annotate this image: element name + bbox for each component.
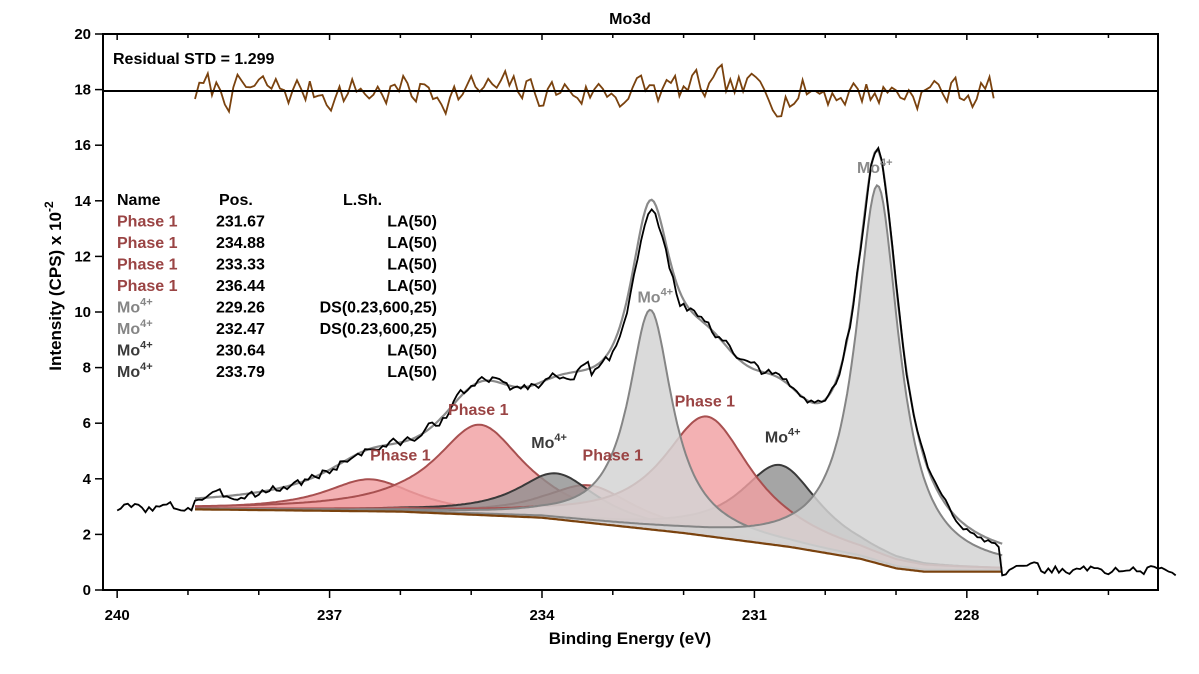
y-tick-label-12: 12: [74, 248, 91, 265]
legend-pos-5: 232.47: [216, 321, 265, 338]
legend-lsh-0: LA(50): [387, 214, 437, 231]
peak-annotation-1: Phase 1: [448, 402, 509, 419]
y-tick-label-20: 20: [74, 26, 91, 43]
legend-name-2: Phase 1: [117, 257, 178, 274]
component-fill-5: [195, 309, 1003, 572]
legend-name-6: Mo4+: [117, 340, 153, 360]
y-tick-label-10: 10: [74, 304, 91, 321]
legend-pos-2: 233.33: [216, 257, 265, 274]
legend-header-2: L.Sh.: [343, 192, 382, 209]
legend-lsh-6: LA(50): [387, 343, 437, 360]
legend-name-4: Mo4+: [117, 297, 153, 317]
legend-pos-7: 233.79: [216, 364, 265, 381]
legend-name-1: Phase 1: [117, 235, 178, 252]
legend-name-7: Mo4+: [117, 361, 153, 381]
legend-lsh-5: DS(0.23,600,25): [320, 321, 437, 338]
legend-lsh-4: DS(0.23,600,25): [320, 300, 437, 317]
x-axis-title: Binding Energy (eV): [549, 629, 711, 648]
y-tick-label-6: 6: [83, 415, 91, 432]
peak-annotation-5: Mo4+: [765, 427, 801, 447]
x-tick-label-234: 234: [529, 607, 555, 624]
y-tick-label-8: 8: [83, 360, 91, 377]
y-axis-title-main: Intensity (CPS) x 10: [46, 212, 65, 371]
legend-header-1: Pos.: [219, 192, 253, 209]
legend-name-5: Mo4+: [117, 318, 153, 338]
peak-annotation-7: Mo4+: [857, 157, 893, 177]
peak-annotation-3: Phase 1: [675, 394, 736, 411]
y-tick-label-16: 16: [74, 137, 91, 154]
legend-pos-6: 230.64: [216, 343, 265, 360]
component-fill-1: [195, 424, 1003, 572]
peak-annotation-0: Phase 1: [370, 448, 431, 465]
legend-lsh-7: LA(50): [387, 364, 437, 381]
background-line: [195, 508, 1003, 573]
x-tick-label-237: 237: [317, 607, 342, 624]
legend-pos-3: 236.44: [216, 278, 265, 295]
legend-name-0: Phase 1: [117, 214, 178, 231]
x-tick-label-228: 228: [954, 607, 979, 624]
peak-annotation-4: Mo4+: [531, 432, 567, 452]
residual-label: Residual STD = 1.299: [113, 51, 275, 68]
raw-spectrum-line: [116, 145, 1177, 577]
peak-annotation-6: Mo4+: [637, 286, 673, 306]
y-tick-label-0: 0: [83, 582, 91, 599]
y-tick-label-2: 2: [83, 526, 91, 543]
legend-lsh-2: LA(50): [387, 257, 437, 274]
peak-annotation-2: Phase 1: [583, 448, 644, 465]
legend-lsh-3: LA(50): [387, 278, 437, 295]
legend-pos-4: 229.26: [216, 300, 265, 317]
residual-line: [194, 63, 995, 118]
legend-name-3: Phase 1: [117, 278, 178, 295]
x-tick-label-240: 240: [105, 607, 130, 624]
x-tick-label-231: 231: [742, 607, 767, 624]
component-fill-4: [195, 185, 1003, 572]
chart-title: Mo3d: [609, 11, 651, 28]
y-tick-label-14: 14: [74, 193, 91, 210]
y-tick-label-18: 18: [74, 82, 91, 99]
legend-lsh-1: LA(50): [387, 235, 437, 252]
y-axis-title-exp: -2: [42, 201, 56, 212]
y-tick-label-4: 4: [83, 471, 92, 488]
y-axis-title: Intensity (CPS) x 10-2: [42, 201, 65, 371]
legend-pos-1: 234.88: [216, 235, 265, 252]
legend-header-0: Name: [117, 192, 161, 209]
legend-pos-0: 231.67: [216, 214, 265, 231]
